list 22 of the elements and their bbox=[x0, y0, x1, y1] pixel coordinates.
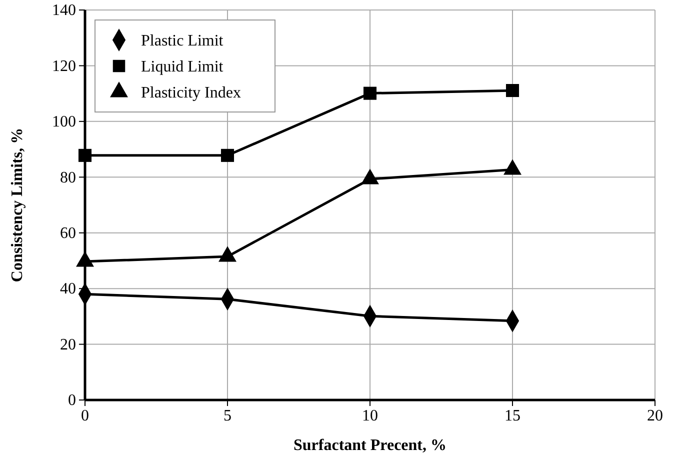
y-tick-label: 0 bbox=[68, 392, 76, 410]
x-axis-title: Surfactant Precent, % bbox=[294, 437, 446, 454]
legend-label: Liquid Limit bbox=[141, 58, 224, 76]
x-tick-label: 15 bbox=[504, 407, 520, 424]
legend-label: Plastic Limit bbox=[141, 32, 224, 50]
legend-label: Plasticity Index bbox=[141, 84, 241, 102]
y-tick-label: 140 bbox=[52, 2, 76, 20]
y-axis-title: Consistency Limits, % bbox=[9, 128, 26, 282]
x-tick-label: 5 bbox=[224, 407, 232, 424]
x-tick-label: 20 bbox=[647, 407, 663, 424]
point bbox=[363, 86, 377, 100]
point bbox=[220, 148, 234, 162]
point bbox=[506, 84, 520, 98]
y-tick-label: 20 bbox=[60, 336, 76, 354]
y-tick-label: 80 bbox=[60, 169, 76, 186]
y-tick-label: 120 bbox=[52, 58, 76, 75]
x-tick-label: 10 bbox=[362, 407, 378, 424]
y-tick-label: 100 bbox=[52, 114, 76, 131]
point bbox=[78, 148, 92, 162]
y-tick-label: 60 bbox=[60, 224, 76, 242]
y-tick-label: 40 bbox=[60, 280, 76, 298]
x-tick-label: 0 bbox=[81, 407, 89, 424]
